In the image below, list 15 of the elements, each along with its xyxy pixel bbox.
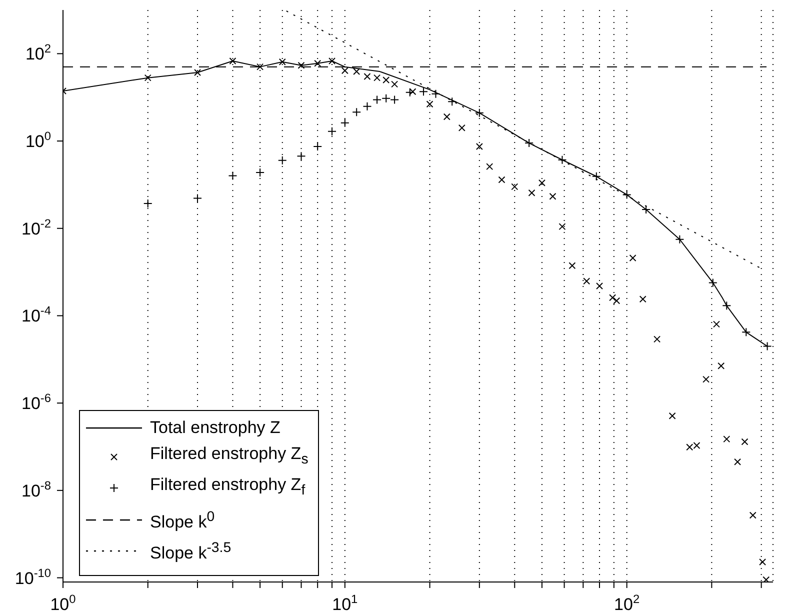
- y-tick-label: 10$^{-6}$: [22, 391, 52, 414]
- legend-label: Filtered enstrophy Z$_{f}$: [150, 474, 306, 501]
- y-tick-label: 10$^{2}$: [25, 42, 52, 64]
- y-tick-label: 10$^{-4}$: [22, 304, 52, 326]
- y-tick-label: 10$^{0}$: [25, 129, 52, 152]
- legend-label: Slope k$^{-3.5}$: [150, 539, 232, 565]
- legend-label: Slope k$^{0}$: [150, 508, 215, 534]
- legend-label: Filtered enstrophy Z$_{s}$: [150, 442, 308, 470]
- x-tick-label: 10$^{0}$: [50, 592, 76, 614]
- x-tick-label: 10$^{2}$: [614, 592, 640, 614]
- y-tick-label: 10$^{-8}$: [22, 478, 52, 500]
- x-tick-label: 10$^{1}$: [332, 592, 358, 614]
- y-tick-label: 10$^{-2}$: [22, 216, 52, 238]
- legend-label: Total enstrophy Z: [150, 416, 280, 439]
- y-tick-label: 10$^{-10}$: [14, 566, 52, 588]
